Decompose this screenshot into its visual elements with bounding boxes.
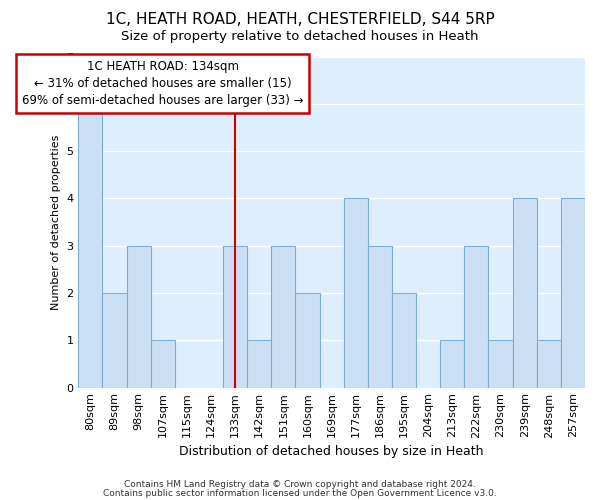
Y-axis label: Number of detached properties: Number of detached properties — [51, 134, 61, 310]
Bar — [247, 340, 271, 388]
Bar — [512, 198, 537, 388]
Bar — [344, 198, 368, 388]
Bar — [151, 340, 175, 388]
Bar — [561, 198, 585, 388]
Bar — [440, 340, 464, 388]
Bar — [127, 246, 151, 388]
Text: 1C, HEATH ROAD, HEATH, CHESTERFIELD, S44 5RP: 1C, HEATH ROAD, HEATH, CHESTERFIELD, S44… — [106, 12, 494, 28]
Text: Contains HM Land Registry data © Crown copyright and database right 2024.: Contains HM Land Registry data © Crown c… — [124, 480, 476, 489]
Bar — [368, 246, 392, 388]
X-axis label: Distribution of detached houses by size in Heath: Distribution of detached houses by size … — [179, 444, 484, 458]
Bar — [271, 246, 295, 388]
Bar — [223, 246, 247, 388]
Text: 1C HEATH ROAD: 134sqm
← 31% of detached houses are smaller (15)
69% of semi-deta: 1C HEATH ROAD: 134sqm ← 31% of detached … — [22, 60, 304, 108]
Bar — [488, 340, 512, 388]
Bar — [78, 104, 103, 388]
Text: Size of property relative to detached houses in Heath: Size of property relative to detached ho… — [121, 30, 479, 43]
Bar — [103, 293, 127, 388]
Bar — [295, 293, 320, 388]
Bar — [464, 246, 488, 388]
Text: Contains public sector information licensed under the Open Government Licence v3: Contains public sector information licen… — [103, 488, 497, 498]
Bar — [392, 293, 416, 388]
Bar — [537, 340, 561, 388]
